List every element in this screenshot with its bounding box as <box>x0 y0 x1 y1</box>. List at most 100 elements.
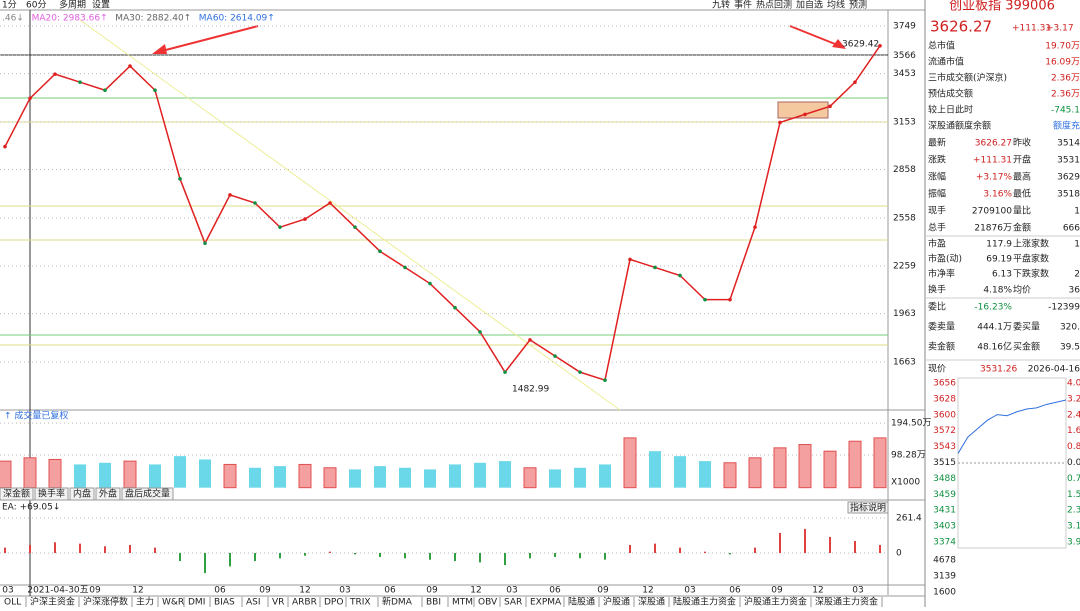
mini-label: 现价 <box>928 364 946 375</box>
annotation: 3629.42 <box>842 40 879 50</box>
tab[interactable]: W&R <box>162 598 184 608</box>
tab[interactable]: BIAS <box>214 598 235 608</box>
button[interactable]: 指标说明 <box>850 502 886 514</box>
quote-value: 1 <box>1074 207 1080 217</box>
volume-bar <box>399 467 411 488</box>
quote-value: 3531 <box>1057 156 1080 166</box>
tab[interactable]: 外盘 <box>99 488 117 500</box>
stat-label: 较上日此时 <box>928 104 973 116</box>
quote-value: -12399 <box>1048 303 1080 313</box>
tab[interactable]: 内盘 <box>73 488 91 500</box>
volume-bar <box>599 464 611 488</box>
tab[interactable]: BBI <box>426 598 441 608</box>
tab[interactable]: OLL <box>4 598 21 608</box>
tab[interactable]: 60分 <box>26 0 46 11</box>
x-tick-label: 09 <box>426 586 438 596</box>
x-tick-label: 06 <box>729 586 741 596</box>
tab[interactable]: SAR <box>504 598 522 608</box>
tab[interactable]: 1分 <box>2 0 17 11</box>
tab[interactable]: 深股通主力资金 <box>815 596 878 608</box>
tab[interactable]: EXPMA <box>530 598 562 608</box>
macd-bar <box>879 544 881 554</box>
tab[interactable]: 均线 <box>827 0 845 11</box>
y-tick-label: 261.4 <box>896 514 922 524</box>
tab[interactable]: 沪股通主力资金 <box>744 596 807 608</box>
tab[interactable]: 预测 <box>849 0 867 11</box>
tab[interactable]: MTM <box>452 598 473 608</box>
tab[interactable]: OBV <box>478 598 498 608</box>
tab[interactable]: 沪深涨停数 <box>83 596 128 608</box>
volume-bar <box>149 464 161 488</box>
stat-label: 流通市值 <box>928 56 964 68</box>
tab[interactable]: VR <box>272 598 284 608</box>
mini-y-label: 3515 <box>933 458 956 468</box>
tab[interactable]: 陆股通 <box>568 596 595 608</box>
price-point <box>403 265 407 270</box>
stat-value: 19.70万 <box>1045 42 1080 52</box>
price-point <box>503 370 507 374</box>
tab[interactable]: 事件 <box>734 0 752 11</box>
macd-bar <box>554 553 556 558</box>
tab[interactable]: DMI <box>188 598 205 608</box>
quote-value: 3629 <box>1057 173 1080 183</box>
mini-y-label: 0.81 <box>1067 442 1080 452</box>
quote-label: 委比 <box>928 301 946 313</box>
macd-bar <box>504 553 506 566</box>
macd-bar <box>754 547 756 554</box>
tab[interactable]: 沪股通 <box>603 596 630 608</box>
volume-bar <box>74 464 86 488</box>
macd-bar <box>579 553 581 559</box>
x-tick-label: 06 <box>549 586 561 596</box>
mini-y-label: 3431 <box>933 506 956 516</box>
tab[interactable]: TRIX <box>349 598 371 608</box>
price-point <box>703 297 707 302</box>
quote-value: 21876万 <box>974 224 1012 234</box>
y-tick-label: 1963 <box>893 309 916 319</box>
macd-bar <box>529 553 531 559</box>
tab[interactable]: 沪深主资金 <box>30 596 75 608</box>
tab[interactable]: 换手率 <box>38 488 65 500</box>
legend: .46↓ <box>2 14 24 24</box>
price-point <box>303 217 307 221</box>
volume-bar <box>123 460 137 489</box>
tab[interactable]: 九转 <box>712 0 730 11</box>
tab[interactable]: 新DMA <box>382 596 413 608</box>
quote-label: 买金额 <box>1013 341 1040 353</box>
x-tick-label: 12 <box>812 586 823 596</box>
quote-value: 320. <box>1060 323 1080 333</box>
tab[interactable]: 热点回测 <box>756 0 792 11</box>
quote-value: 2709100 <box>972 207 1012 217</box>
quote-value: 666 <box>1063 224 1080 234</box>
tab[interactable]: ARBR <box>292 598 317 608</box>
mini-date: 2026-04-16 <box>1028 365 1080 375</box>
macd-bar <box>329 551 331 554</box>
quote-label: 最低 <box>1013 188 1031 200</box>
macd-bar <box>854 540 856 554</box>
tab[interactable]: 主力 <box>136 596 154 608</box>
volume-bar <box>748 457 762 489</box>
tab-box <box>34 487 69 501</box>
tab[interactable]: 设置 <box>92 0 110 11</box>
price-point <box>378 249 382 254</box>
price-point <box>878 43 882 48</box>
tab[interactable]: ASI <box>246 598 261 608</box>
quote-label: 涨幅 <box>928 171 946 183</box>
price-point <box>603 378 607 382</box>
tab[interactable]: 多周期 <box>59 0 86 11</box>
tab[interactable]: 加自选 <box>796 0 823 11</box>
tab[interactable]: DPO <box>324 598 343 608</box>
stat-value: -745.1 <box>1051 106 1080 116</box>
panel-price: 3626.27 <box>930 18 992 36</box>
volume-bar <box>0 460 12 489</box>
tab[interactable]: 盘后成交量 <box>125 488 170 500</box>
tab[interactable]: 陆股通主力资金 <box>673 596 736 608</box>
quote-value: 39.5 <box>1060 343 1080 353</box>
tab[interactable]: 深股通 <box>638 597 665 608</box>
macd-bar <box>179 553 181 562</box>
price-point <box>203 241 207 246</box>
quote-label: 市净率 <box>928 268 955 280</box>
quote-label: 昨收 <box>1013 137 1031 149</box>
price-point <box>478 330 482 334</box>
tab[interactable]: 深金额 <box>3 488 30 500</box>
